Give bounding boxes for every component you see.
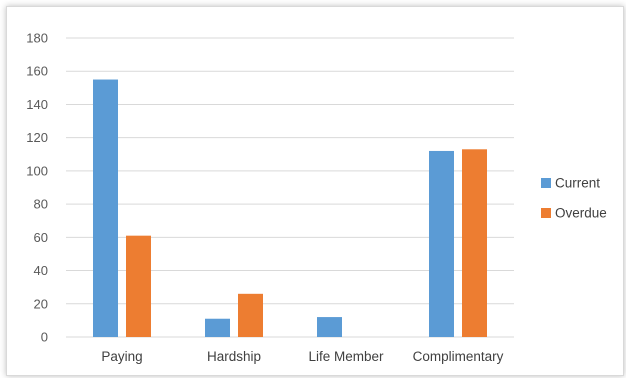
legend: Current Overdue [541, 176, 607, 221]
legend-label-overdue: Overdue [555, 206, 607, 221]
y-tick-label: 80 [34, 197, 48, 212]
bar-overdue-complimentary [462, 149, 487, 337]
x-category-label: Life Member [308, 349, 384, 364]
bar-overdue-hardship [238, 293, 263, 337]
y-tick-label: 180 [26, 31, 48, 46]
y-tick-label: 0 [41, 330, 48, 345]
legend-swatch-overdue [541, 208, 551, 218]
x-category-label: Complimentary [413, 349, 504, 364]
bar-current-hardship [205, 318, 230, 337]
y-axis-ticks: 0 20 40 60 80 100 120 140 160 180 [26, 31, 48, 345]
x-axis-labels: Paying Hardship Life Member Complimentary [101, 349, 503, 364]
y-tick-label: 160 [26, 64, 48, 79]
y-tick-label: 100 [26, 163, 48, 178]
y-tick-label: 140 [26, 97, 48, 112]
legend-label-current: Current [555, 176, 600, 191]
y-tick-label: 20 [34, 296, 48, 311]
y-tick-label: 60 [34, 230, 48, 245]
x-category-label: Paying [101, 349, 142, 364]
bar-current-complimentary [429, 150, 454, 337]
bar-current-paying [93, 79, 118, 338]
y-tick-label: 40 [34, 263, 48, 278]
legend-swatch-current [541, 178, 551, 188]
x-category-label: Hardship [207, 349, 261, 364]
bar-overdue-paying [126, 235, 151, 337]
bars [93, 79, 487, 338]
bar-current-life-member [317, 317, 342, 337]
y-tick-label: 120 [26, 130, 48, 145]
